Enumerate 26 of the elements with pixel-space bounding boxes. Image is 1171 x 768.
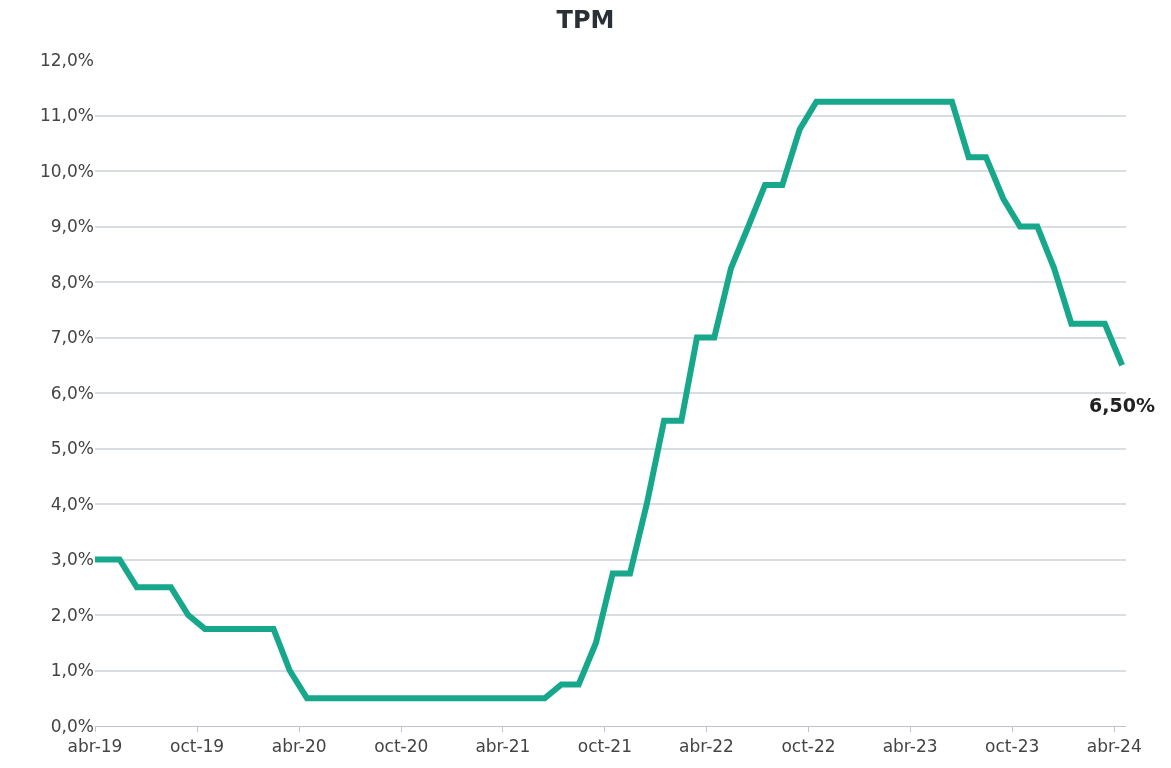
x-tick-label: oct-22 [781, 736, 836, 757]
y-tick-label: 9,0% [50, 216, 94, 237]
y-tick-label: 5,0% [50, 438, 94, 459]
chart-title: TPM [556, 6, 615, 35]
y-tick-label: 12,0% [39, 49, 94, 70]
x-tick-label: abr-21 [475, 736, 531, 757]
annotation: 6,50% [1089, 394, 1155, 416]
x-tick-label: oct-19 [170, 736, 225, 757]
y-tick-label: 0,0% [50, 715, 94, 736]
y-tick-label: 2,0% [50, 604, 94, 625]
y-tick-label: 4,0% [50, 493, 94, 514]
x-tick-label: abr-24 [1086, 736, 1142, 757]
y-tick-label: 7,0% [50, 327, 94, 348]
y-tick-label: 10,0% [39, 160, 94, 181]
x-tick-label: abr-22 [679, 736, 734, 757]
x-tick-label: oct-23 [985, 736, 1040, 757]
x-tick-label: abr-20 [271, 736, 327, 757]
y-tick-label: 11,0% [39, 105, 94, 126]
x-tick-label: oct-20 [374, 736, 429, 757]
y-tick-label: 6,0% [50, 382, 94, 403]
x-tick-label: abr-23 [882, 736, 938, 757]
y-tick-label: 3,0% [50, 549, 94, 570]
x-tick-label: oct-21 [577, 736, 633, 757]
x-tick-label: abr-19 [67, 736, 123, 757]
y-tick-label: 8,0% [50, 271, 94, 292]
y-tick-label: 1,0% [50, 660, 94, 681]
